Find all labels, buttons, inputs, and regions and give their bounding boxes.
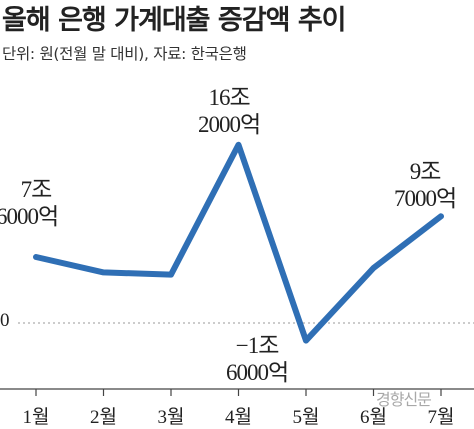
chart-title: 올해 은행 가계대출 증감액 추이 xyxy=(2,5,347,36)
data-label-may: −1조 6000억 xyxy=(226,333,289,385)
data-label-jul: 9조 7000억 xyxy=(394,159,457,211)
x-tick-label: 7월 xyxy=(427,407,455,428)
x-tick-label: 5월 xyxy=(292,407,320,428)
x-tick-label: 1월 xyxy=(22,407,50,428)
x-tick-label: 4월 xyxy=(225,407,252,428)
series-line xyxy=(33,141,444,344)
x-axis-ticks xyxy=(35,389,442,396)
x-tick-label: 2월 xyxy=(90,407,117,428)
watermark: 경향신문 xyxy=(376,390,432,409)
y-zero-label: 0 xyxy=(0,310,10,331)
x-tick-label: 6월 xyxy=(360,407,387,428)
data-label-apr: 16조 2000억 xyxy=(198,85,261,137)
x-tick-label: 3월 xyxy=(157,407,185,428)
chart-subtitle: 단위: 원(전월 말 대비), 자료: 한국은행 xyxy=(2,45,247,63)
data-label-jan: 7조 6000억 xyxy=(0,177,59,229)
